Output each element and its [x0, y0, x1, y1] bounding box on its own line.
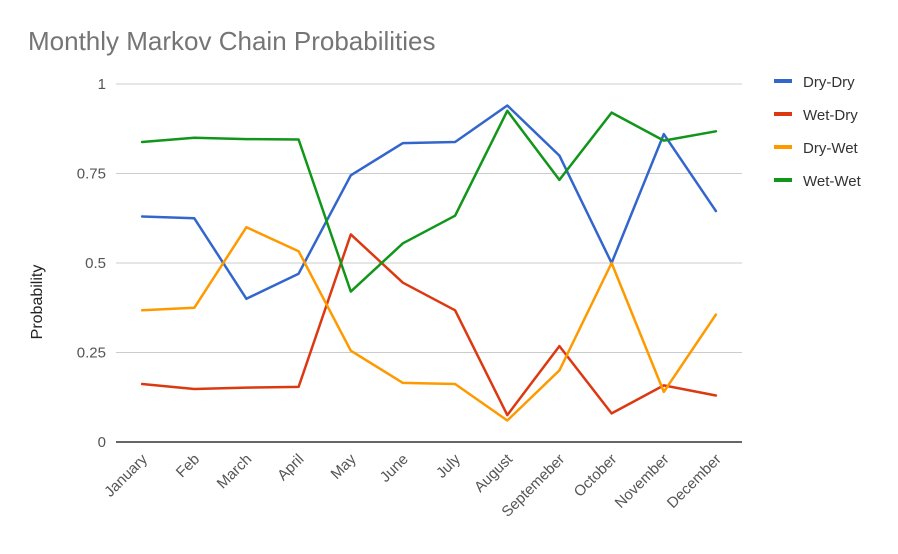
x-tick-label: April	[274, 451, 307, 484]
y-tick-label: 1	[98, 76, 106, 93]
series-lines	[140, 104, 718, 422]
x-tick-label: January	[101, 450, 151, 500]
x-tick-label: June	[377, 451, 412, 486]
y-tick-label: 0.25	[77, 345, 106, 362]
x-tick-label: July	[433, 450, 464, 481]
legend: Dry-Dry Wet-Dry Dry-Wet Wet-Wet	[774, 74, 862, 190]
series-line-dry-dry	[140, 104, 718, 301]
legend-swatch	[774, 112, 792, 116]
x-tick-label: August	[471, 450, 517, 496]
x-tick-label: March	[214, 451, 255, 492]
series-line-dry-wet	[140, 225, 718, 422]
y-tick-label: 0	[98, 434, 106, 451]
y-axis-label: Probability	[29, 265, 46, 340]
chart-title: Monthly Markov Chain Probabilities	[28, 26, 436, 56]
y-tick-label: 0.5	[85, 255, 106, 272]
series-line-wet-wet	[140, 109, 718, 293]
x-tick-label: November	[612, 451, 673, 512]
legend-swatch	[774, 79, 792, 83]
legend-label: Dry-Wet	[803, 140, 859, 157]
x-tick-label: December	[664, 451, 725, 512]
x-tick-label: Feb	[173, 451, 203, 481]
gridlines	[116, 83, 742, 443]
legend-swatch	[774, 145, 792, 149]
legend-label: Dry-Dry	[803, 74, 855, 91]
legend-label: Wet-Dry	[803, 107, 858, 124]
y-axis-ticks: 0 0.25 0.5 0.75 1	[77, 76, 106, 451]
y-tick-label: 0.75	[77, 166, 106, 183]
series-line-wet-dry	[140, 233, 718, 417]
x-tick-label: May	[328, 450, 360, 482]
x-tick-label: October	[571, 451, 621, 501]
x-axis-ticks: January Feb March April May June July AugustSep…	[101, 450, 725, 520]
legend-label: Wet-Wet	[803, 173, 862, 190]
legend-swatch	[774, 178, 792, 182]
